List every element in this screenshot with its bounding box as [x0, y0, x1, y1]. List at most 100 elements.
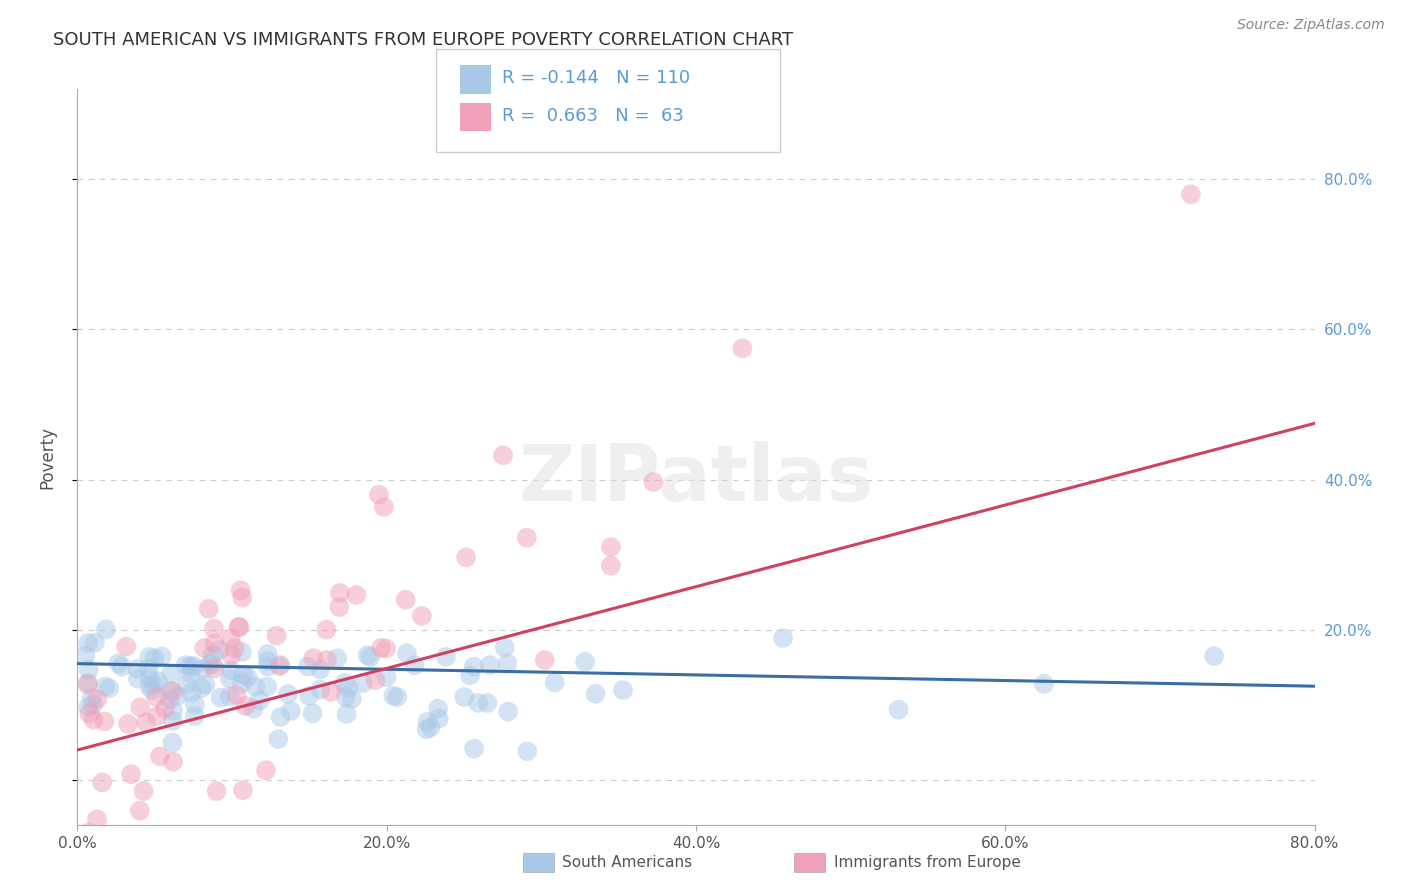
Point	[516, 531, 538, 545]
Point	[232, 668, 254, 682]
Point	[585, 687, 607, 701]
Point	[120, 767, 142, 781]
Point	[298, 689, 321, 703]
Point	[183, 659, 205, 673]
Point	[153, 701, 176, 715]
Point	[256, 680, 278, 694]
Point	[208, 643, 231, 657]
Point	[128, 804, 150, 818]
Point	[162, 704, 184, 718]
Point	[574, 655, 596, 669]
Point	[79, 706, 101, 721]
Point	[375, 670, 398, 684]
Point	[368, 488, 391, 502]
Point	[427, 711, 450, 725]
Point	[77, 636, 100, 650]
Point	[467, 696, 489, 710]
Point	[80, 690, 103, 705]
Point	[75, 648, 97, 663]
Point	[202, 661, 225, 675]
Point	[83, 713, 105, 727]
Point	[228, 620, 250, 634]
Point	[463, 741, 485, 756]
Point	[146, 709, 169, 723]
Point	[600, 540, 623, 554]
Point	[404, 658, 426, 673]
Point	[319, 685, 342, 699]
Point	[543, 675, 565, 690]
Point	[190, 681, 212, 695]
Point	[333, 676, 356, 690]
Point	[344, 588, 367, 602]
Point	[492, 448, 515, 462]
Point	[477, 696, 499, 710]
Point	[236, 671, 259, 685]
Point	[335, 690, 357, 704]
Point	[257, 659, 280, 673]
Point	[201, 657, 224, 672]
Point	[115, 640, 138, 654]
Point	[82, 698, 104, 712]
Point	[94, 623, 117, 637]
Point	[232, 783, 254, 797]
Point	[77, 700, 100, 714]
Point	[162, 755, 184, 769]
Point	[135, 715, 157, 730]
Point	[315, 623, 337, 637]
Point	[184, 709, 207, 723]
Point	[340, 691, 363, 706]
Point	[643, 475, 665, 489]
Point	[731, 341, 754, 355]
Point	[138, 662, 160, 676]
Point	[254, 764, 277, 778]
Point	[127, 662, 149, 676]
Point	[150, 649, 173, 664]
Y-axis label: Poverty: Poverty	[38, 425, 56, 489]
Point	[416, 714, 439, 729]
Point	[434, 649, 457, 664]
Point	[219, 632, 242, 646]
Point	[463, 659, 485, 673]
Point	[309, 682, 332, 697]
Point	[370, 640, 392, 655]
Point	[174, 658, 197, 673]
Point	[301, 706, 323, 721]
Point	[143, 678, 166, 692]
Point	[129, 700, 152, 714]
Point	[316, 653, 339, 667]
Point	[249, 693, 271, 707]
Point	[93, 714, 115, 729]
Point	[204, 637, 226, 651]
Point	[373, 500, 395, 514]
Point	[235, 698, 257, 713]
Point	[387, 690, 409, 704]
Point	[419, 720, 441, 734]
Point	[159, 692, 181, 706]
Point	[612, 683, 634, 698]
Point	[84, 635, 107, 649]
Point	[141, 683, 163, 698]
Point	[266, 629, 288, 643]
Point	[138, 649, 160, 664]
Point	[76, 677, 98, 691]
Point	[242, 702, 264, 716]
Point	[229, 583, 252, 598]
Point	[117, 717, 139, 731]
Point	[599, 558, 621, 573]
Point	[219, 648, 242, 662]
Point	[149, 749, 172, 764]
Point	[478, 658, 501, 673]
Point	[453, 690, 475, 704]
Point	[162, 735, 184, 749]
Text: South Americans: South Americans	[562, 855, 693, 870]
Point	[193, 640, 215, 655]
Point	[180, 686, 202, 700]
Point	[375, 641, 398, 656]
Point	[176, 677, 198, 691]
Point	[337, 681, 360, 695]
Point	[205, 784, 228, 798]
Point	[364, 673, 387, 687]
Point	[231, 591, 253, 605]
Text: Immigrants from Europe: Immigrants from Europe	[834, 855, 1021, 870]
Point	[94, 680, 117, 694]
